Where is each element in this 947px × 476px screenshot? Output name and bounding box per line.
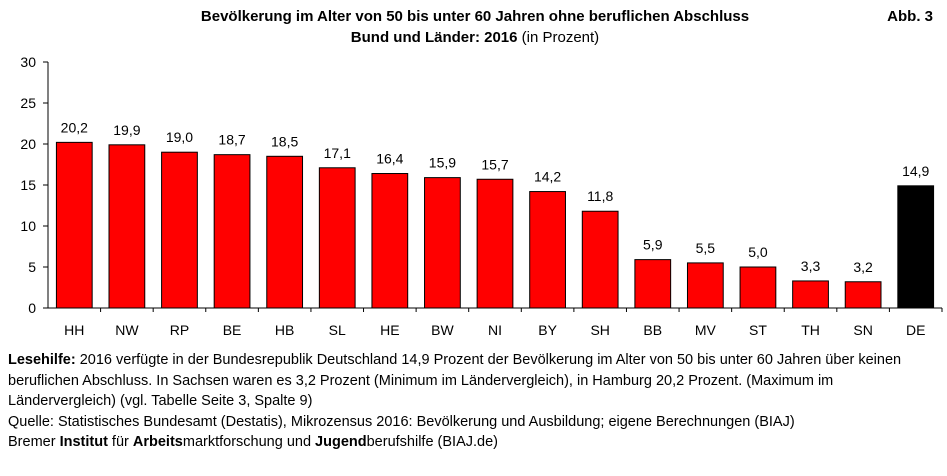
bar-st (739, 266, 777, 309)
footer: Lesehilfe: 2016 verfügte in der Bundesre… (8, 350, 938, 453)
reading-aid: Lesehilfe: 2016 verfügte in der Bundesre… (8, 350, 938, 412)
x-tick-label: BE (223, 322, 242, 338)
x-tick-label: DE (906, 322, 925, 338)
bar-mv (686, 262, 724, 309)
publisher-part: berufshilfe (BIAJ.de) (366, 434, 498, 450)
value-label: 5,0 (748, 244, 768, 260)
value-label: 19,9 (113, 122, 140, 138)
value-label: 15,7 (481, 156, 508, 172)
bar-sn (844, 281, 882, 309)
title-line-2-unit: (in Prozent) (517, 29, 600, 46)
x-tick-label: BY (538, 322, 557, 338)
bar-hh (55, 141, 93, 309)
value-label: 17,1 (324, 145, 351, 161)
x-tick-label: BW (431, 322, 454, 338)
title-line-1: Bevölkerung im Alter von 50 bis unter 60… (200, 8, 750, 25)
y-tick-label: 0 (28, 300, 36, 316)
bar-de (897, 185, 935, 309)
x-tick-label: BB (643, 322, 662, 338)
bar-hb (266, 155, 304, 309)
bar-sl (318, 167, 356, 309)
publisher-note: Bremer Institut für Arbeitsmarktforschun… (8, 432, 938, 453)
publisher-part: marktforschung und (182, 434, 316, 450)
figure-label: Abb. 3 (887, 8, 933, 25)
reading-aid-label: Lesehilfe: (8, 352, 76, 368)
x-tick-label: HH (64, 322, 84, 338)
value-label: 18,7 (218, 132, 245, 148)
y-tick-label: 25 (20, 95, 36, 111)
bar-rp (161, 151, 198, 309)
y-tick-label: 15 (20, 177, 36, 193)
publisher-part: Bremer (8, 434, 60, 450)
x-tick-label: TH (801, 322, 820, 338)
chart-title: Bevölkerung im Alter von 50 bis unter 60… (60, 6, 890, 48)
x-tick-label: NW (115, 322, 139, 338)
bar-be (213, 154, 251, 309)
bar-nw (108, 144, 146, 309)
publisher-part: für (107, 434, 133, 450)
y-tick-label: 5 (28, 259, 36, 275)
x-tick-label: HB (275, 322, 294, 338)
x-tick-label: SL (329, 322, 346, 338)
value-label: 18,5 (271, 133, 298, 149)
value-label: 15,9 (429, 155, 456, 171)
x-tick-label: ST (749, 322, 767, 338)
x-tick-label: SN (853, 322, 872, 338)
value-label: 14,9 (902, 163, 929, 179)
publisher-part: Jugend (315, 434, 367, 450)
bar-th (792, 280, 829, 309)
x-tick-label: SH (590, 322, 609, 338)
y-tick-label: 30 (20, 54, 36, 70)
value-label: 3,3 (801, 258, 821, 274)
bar-ni (476, 178, 514, 309)
y-tick-label: 20 (20, 136, 36, 152)
bar-bw (424, 177, 461, 309)
value-label: 5,9 (643, 237, 663, 253)
value-label: 3,2 (853, 259, 873, 275)
value-label: 20,2 (61, 119, 88, 135)
bar-sh (581, 210, 619, 309)
value-label: 19,0 (166, 129, 193, 145)
title-line-2: Bund und Länder: 2016 (in Prozent) (60, 27, 890, 48)
x-tick-label: RP (170, 322, 189, 338)
bar-by (529, 191, 566, 309)
value-label: 5,5 (696, 240, 716, 256)
publisher-part: Arbeits (132, 434, 183, 450)
reading-aid-text: 2016 verfügte in der Bundesrepublik Deut… (8, 352, 902, 409)
title-line-2-bold: Bund und Länder: 2016 (350, 29, 518, 46)
value-label: 16,4 (376, 151, 403, 167)
bar-chart: 0 5 10 15 20 25 30 20,2 HH 19,9 NW 19,0 RP 18,7 BE 18,5… (20, 54, 943, 338)
bar-bb (634, 259, 672, 309)
bar-he (371, 173, 409, 309)
x-tick-label: NI (488, 322, 502, 338)
x-tick-label: MV (695, 322, 717, 338)
value-label: 14,2 (534, 169, 561, 185)
y-tick-label: 10 (20, 218, 36, 234)
publisher-part: Institut (59, 434, 108, 450)
value-label: 11,8 (587, 188, 613, 204)
source-note: Quelle: Statistisches Bundesamt (Destati… (8, 413, 795, 430)
x-tick-label: HE (380, 322, 399, 338)
